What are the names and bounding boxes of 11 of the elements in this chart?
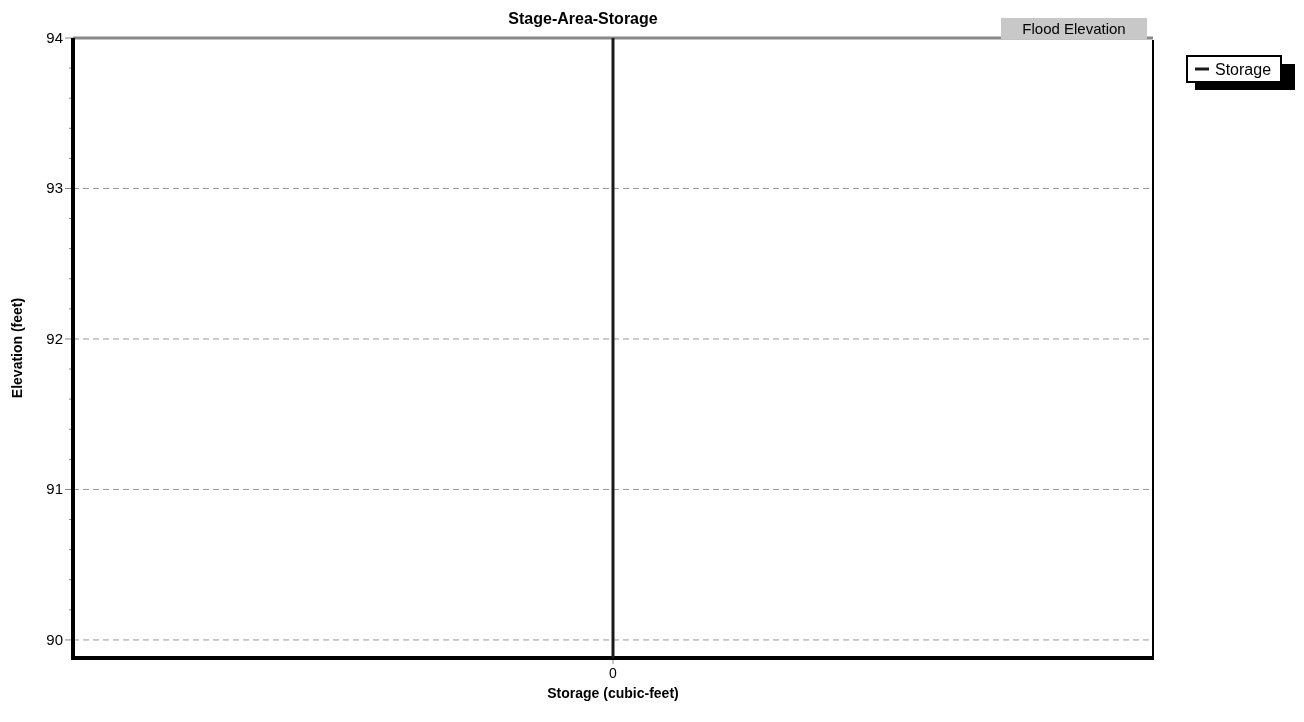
y-tick-label: 91 xyxy=(46,480,63,498)
y-tick-label: 92 xyxy=(46,329,63,347)
y-tick-label: 90 xyxy=(46,630,63,648)
x-axis-title: Storage (cubic-feet) xyxy=(547,685,679,701)
y-tick-label: 94 xyxy=(46,29,63,46)
ref-line-label: Flood Elevation xyxy=(1022,20,1126,37)
legend-label: Storage xyxy=(1215,61,1272,78)
y-tick-label: 93 xyxy=(46,179,63,197)
chart-title: Stage-Area-Storage xyxy=(508,10,658,27)
x-tick-label: 0 xyxy=(609,665,618,681)
y-axis-title: Elevation (feet) xyxy=(9,297,25,399)
